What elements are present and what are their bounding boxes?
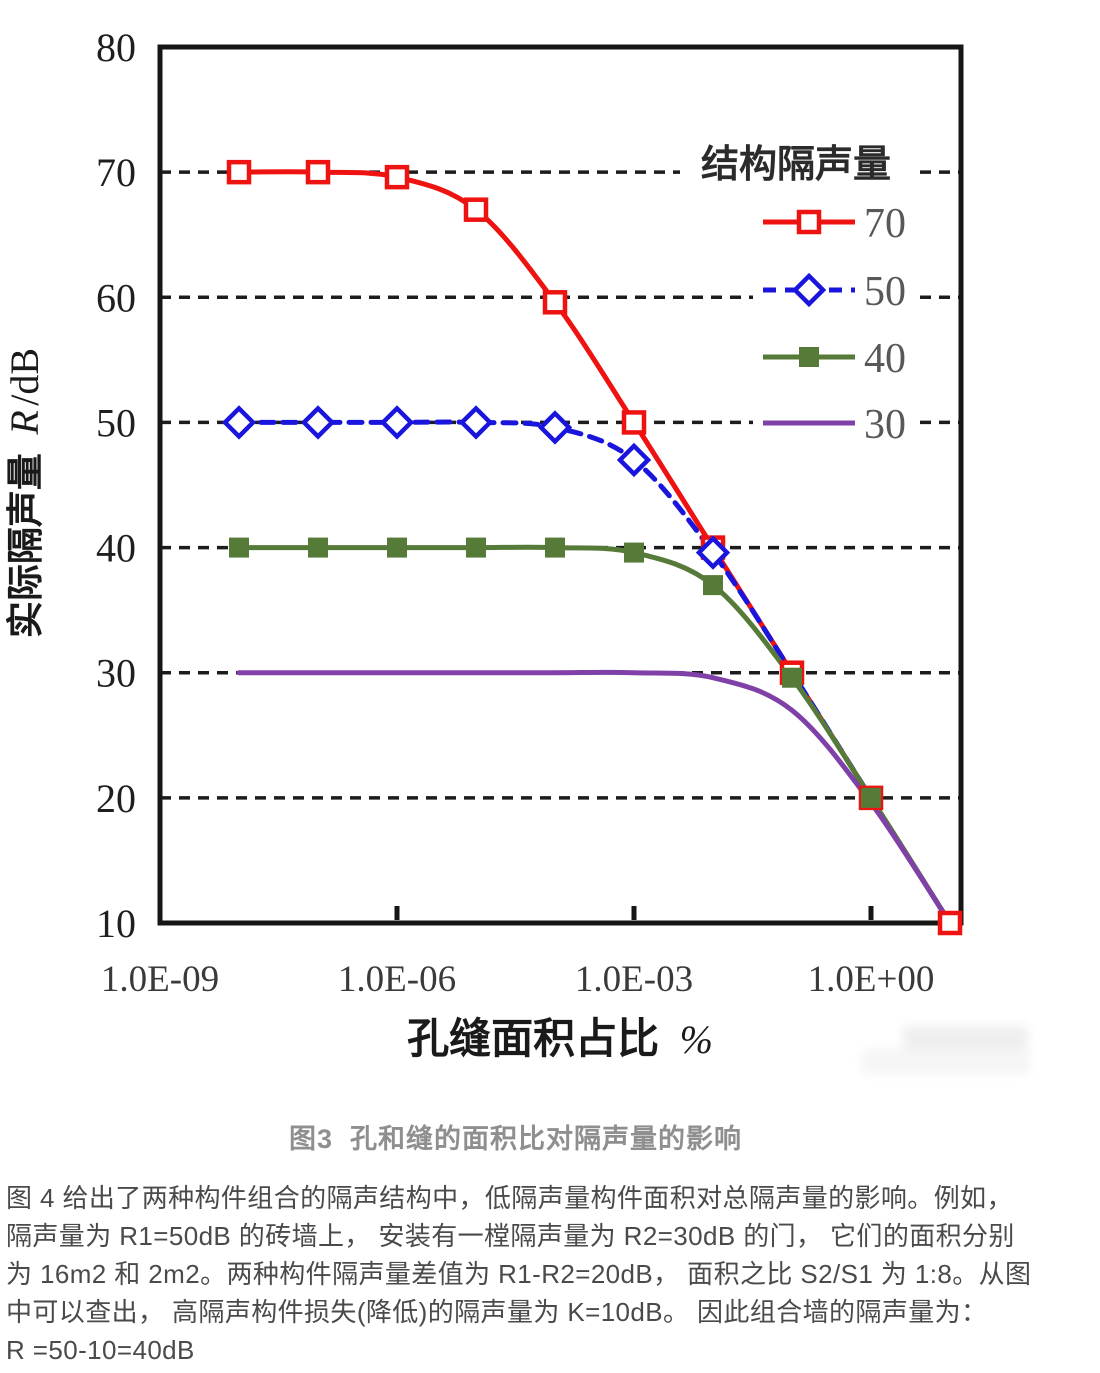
legend-item-50: 50 bbox=[753, 266, 917, 315]
watermark-blur bbox=[862, 1026, 1030, 1074]
series-line-30 bbox=[236, 669, 953, 926]
marker-open-diamond bbox=[379, 405, 415, 440]
x-axis-title-unit: % bbox=[680, 1017, 713, 1062]
paragraph-line: 为 16m2 和 2m2。两种构件隔声量差值为 R1-R2=20dB， 面积之比… bbox=[6, 1259, 1032, 1289]
marker-open-diamond bbox=[791, 272, 827, 308]
y-tick-label-30: 30 bbox=[96, 651, 136, 696]
marker-open-square bbox=[463, 197, 489, 222]
legend-item-70: 70 bbox=[753, 198, 917, 247]
legend-rows: 70 50 40 30 bbox=[753, 198, 917, 448]
marker-filled-square bbox=[545, 537, 565, 558]
paragraph-line: 图 4 给出了两种构件组合的隔声结构中，低隔声量构件面积对总隔声量的影响。例如， bbox=[6, 1183, 1013, 1213]
legend-item-label: 70 bbox=[864, 201, 906, 247]
marker-open-square bbox=[542, 290, 568, 315]
y-tick-label-80: 80 bbox=[96, 25, 136, 70]
paragraph-line: 中可以查出， 高隔声构件损失(降低)的隔声量为 K=10dB。 因此组合墙的隔声… bbox=[6, 1297, 988, 1327]
marker-filled-square bbox=[799, 347, 819, 367]
paragraph-line: R =50-10=40dB bbox=[6, 1335, 195, 1365]
y-axis-title-cn: 实际隔声量 bbox=[5, 453, 46, 638]
gridlines bbox=[160, 170, 961, 800]
marker-filled-square bbox=[387, 537, 407, 558]
x-tick-label-1.0E-09: 1.0E-09 bbox=[101, 959, 219, 1000]
x-tick-label-1.0E+00: 1.0E+00 bbox=[808, 959, 935, 1000]
marker-open-diamond bbox=[695, 535, 731, 570]
y-axis-title-r: R bbox=[2, 410, 47, 435]
paragraph-line: 隔声量为 R1=50dB 的砖墙上， 安装有一樘隔声量为 R2=30dB 的门，… bbox=[6, 1221, 1015, 1251]
body-paragraph: 图 4 给出了两种构件组合的隔声结构中，低隔声量构件面积对总隔声量的影响。例如，… bbox=[6, 1179, 1096, 1369]
x-tick-labels: 1.0E-09 1.0E-06 1.0E-03 1.0E+00 bbox=[101, 959, 934, 1000]
marker-open-diamond bbox=[537, 410, 573, 445]
y-tick-label-40: 40 bbox=[96, 526, 136, 571]
marker-open-square bbox=[621, 410, 647, 435]
marker-filled-square bbox=[624, 542, 644, 563]
marker-open-diamond bbox=[300, 405, 336, 440]
legend: 结构隔声量 70 50 40 30 bbox=[680, 141, 917, 448]
x-tick-label-1.0E-06: 1.0E-06 bbox=[338, 959, 456, 1000]
marker-filled-square bbox=[308, 537, 328, 558]
series-line-40 bbox=[236, 544, 953, 926]
marker-open-square bbox=[937, 910, 963, 936]
series-markers bbox=[221, 159, 963, 936]
y-axis-title-unit: /dB bbox=[2, 348, 47, 406]
y-tick-label-50: 50 bbox=[96, 400, 136, 445]
marker-open-square bbox=[796, 209, 822, 235]
marker-filled-square bbox=[782, 667, 802, 688]
marker-filled-square bbox=[229, 537, 249, 558]
x-tick-label-1.0E-03: 1.0E-03 bbox=[575, 959, 693, 1000]
legend-title: 结构隔声量 bbox=[701, 144, 891, 186]
plot-border bbox=[157, 44, 964, 926]
y-tick-label-60: 60 bbox=[96, 275, 136, 320]
figure-caption: 图3 孔和缝的面积比对隔声量的影响 bbox=[289, 1124, 743, 1154]
x-axis-title-cn: 孔缝面积占比 bbox=[407, 1015, 659, 1062]
marker-filled-square bbox=[703, 575, 723, 596]
legend-item-40: 40 bbox=[753, 333, 917, 382]
marker-open-square bbox=[305, 159, 331, 185]
marker-open-diamond bbox=[616, 442, 652, 478]
legend-item-label: 40 bbox=[864, 336, 906, 382]
y-tick-label-20: 20 bbox=[96, 776, 136, 821]
y-tick-label-10: 10 bbox=[96, 901, 136, 946]
marker-open-square bbox=[226, 159, 252, 185]
y-tick-labels: 80 70 60 50 40 30 20 10 bbox=[96, 25, 136, 946]
legend-item-label: 30 bbox=[864, 402, 906, 448]
x-axis-ticks bbox=[394, 906, 874, 920]
marker-open-diamond bbox=[221, 405, 257, 440]
x-axis-title: 孔缝面积占比 % bbox=[407, 1015, 713, 1062]
marker-open-square bbox=[384, 164, 410, 190]
legend-title-bg bbox=[680, 141, 912, 186]
y-tick-label-70: 70 bbox=[96, 150, 136, 195]
marker-filled-square bbox=[466, 537, 486, 558]
y-axis-title: 实际隔声量 R /dB bbox=[2, 348, 47, 638]
marker-filled-square bbox=[861, 787, 881, 808]
legend-item-label: 50 bbox=[864, 269, 906, 315]
legend-item-30: 30 bbox=[753, 399, 917, 448]
marker-open-diamond bbox=[458, 405, 494, 440]
